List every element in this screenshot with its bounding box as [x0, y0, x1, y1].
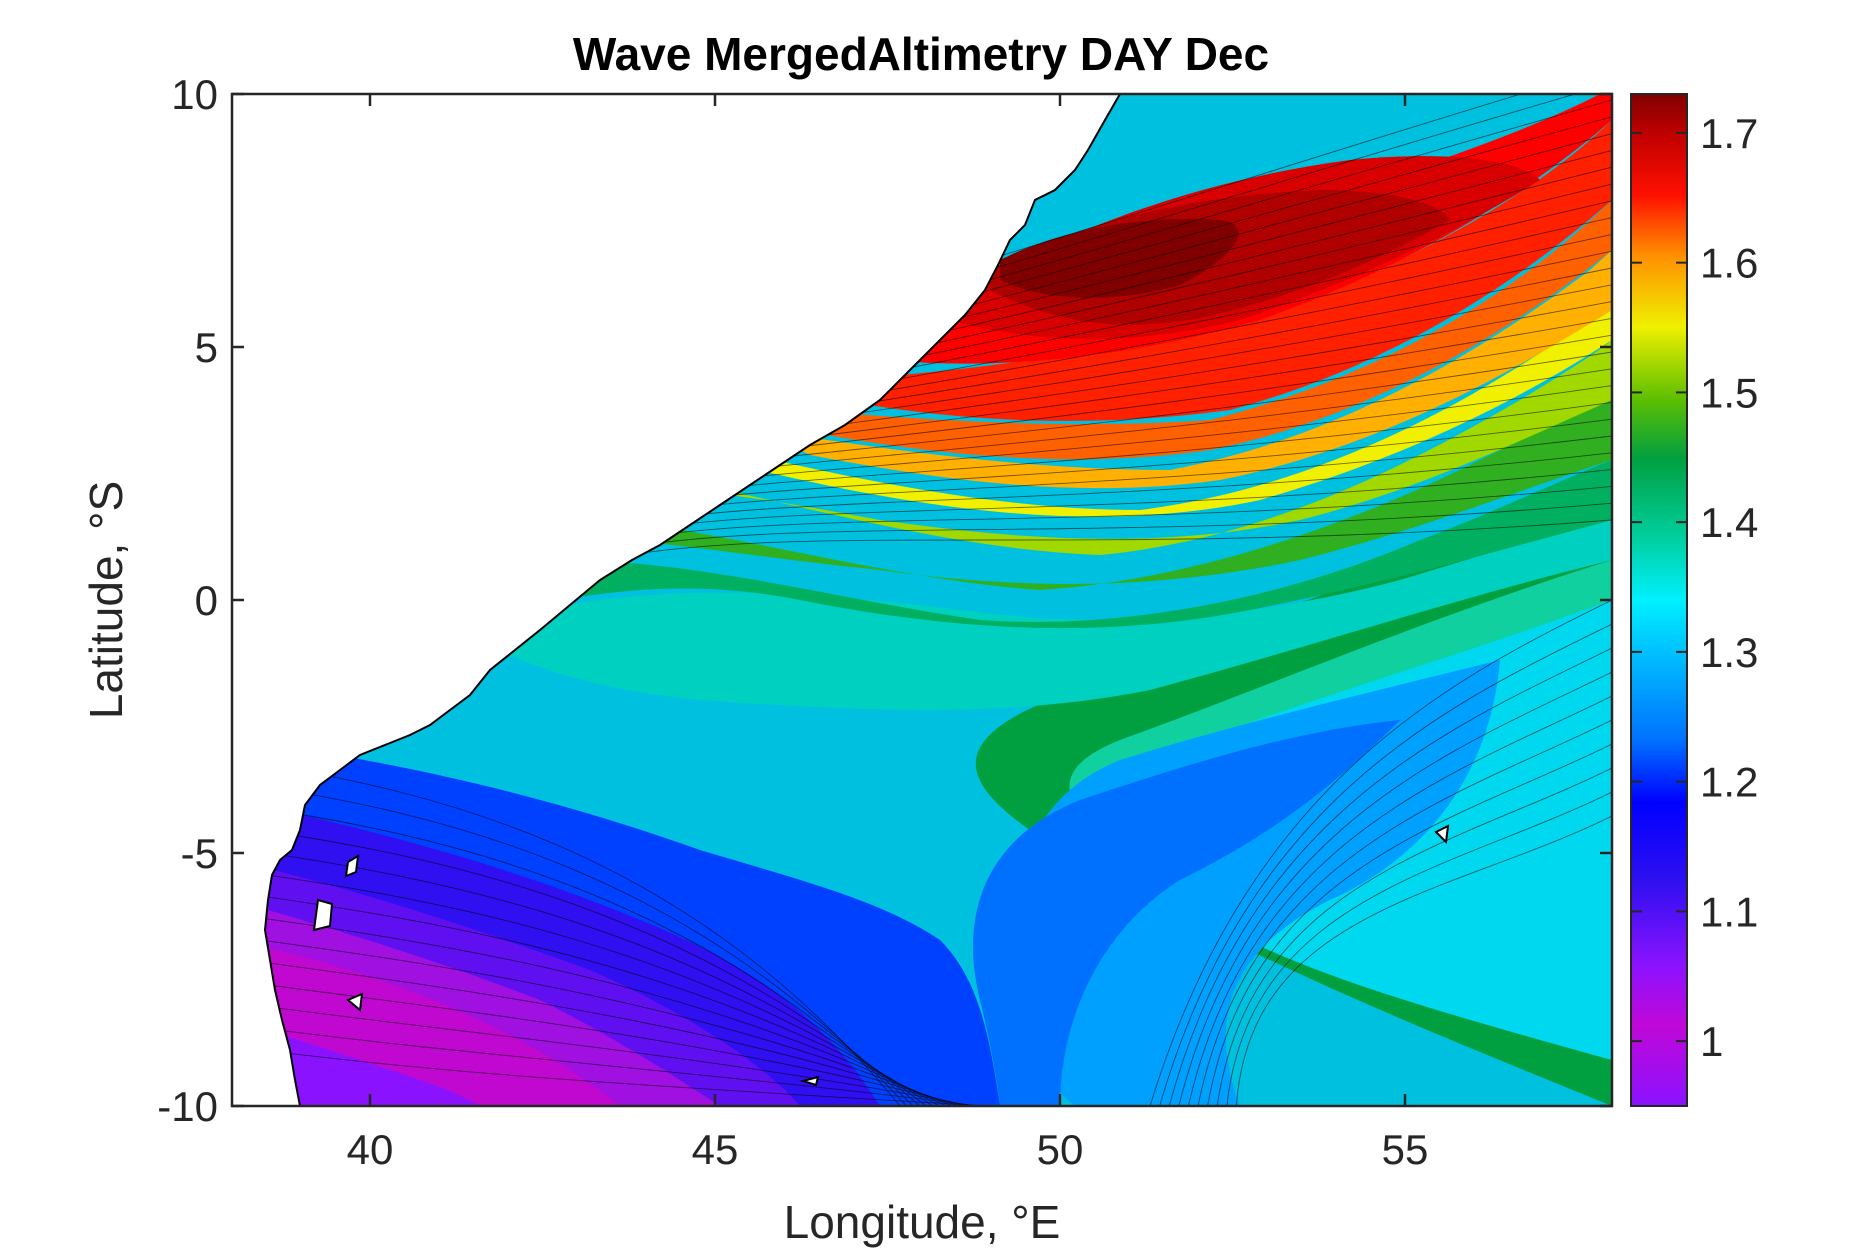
colorbar-tick-label: 1.2 — [1700, 759, 1758, 806]
x-tick-label: 45 — [692, 1126, 739, 1173]
contour-line — [1178, 671, 1612, 1106]
contour-band — [760, 250, 1612, 489]
x-axis: 40 45 50 55 — [347, 94, 1429, 1173]
y-tick-label: 5 — [195, 324, 218, 371]
contour-line — [1197, 719, 1612, 1106]
contour-band — [800, 200, 1612, 460]
contour-band — [620, 400, 1612, 590]
contour-line — [608, 469, 1612, 536]
y-tick-label: -10 — [157, 1083, 218, 1130]
contour-line — [1149, 599, 1612, 1106]
contour-band — [560, 460, 1612, 629]
contour-line — [232, 781, 907, 1106]
colorbar-tick-label: 1.6 — [1700, 240, 1758, 287]
contour-line — [605, 485, 1612, 544]
contour-band — [840, 120, 1612, 421]
y-axis: 10 5 0 -5 -10 — [157, 71, 1612, 1130]
y-tick-label: 0 — [195, 577, 218, 624]
contour-line — [1235, 815, 1612, 1106]
contour-line — [1216, 767, 1612, 1106]
y-tick-label: -5 — [181, 830, 218, 877]
contour-band — [1000, 219, 1239, 298]
colorbar-gradient — [1630, 93, 1688, 1107]
contour-line — [602, 502, 1612, 553]
contour-line — [232, 935, 953, 1106]
contour-fill-layer — [232, 94, 1612, 1106]
land-mask — [232, 94, 1122, 1106]
contour-band — [973, 720, 1400, 1106]
y-tick-label: 10 — [171, 71, 218, 118]
contour-line — [232, 1023, 980, 1106]
contour-line — [1168, 647, 1612, 1106]
contour-line — [1187, 695, 1612, 1106]
contour-line — [232, 803, 914, 1106]
contour-line — [1159, 623, 1612, 1106]
colorbar: 1.7 1.6 1.5 1.4 1.3 1.2 1.1 1 — [1630, 93, 1758, 1107]
colorbar-tick-label: 1.1 — [1700, 888, 1758, 935]
chart-title: Wave MergedAltimetry DAY Dec — [573, 28, 1269, 80]
contour-line — [232, 869, 934, 1106]
y-axis-label: Latitude, °S — [80, 481, 132, 719]
colorbar-tick-label: 1.5 — [1700, 369, 1758, 416]
contour-line — [1226, 791, 1612, 1106]
contour-line — [599, 519, 1612, 561]
colorbar-tick-label: 1.3 — [1700, 629, 1758, 676]
plot-area — [232, 94, 1612, 1106]
contour-band — [500, 520, 1612, 710]
colorbar-ticks: 1.7 1.6 1.5 1.4 1.3 1.2 1.1 1 — [1631, 110, 1758, 1065]
contour-line — [1207, 743, 1612, 1106]
x-tick-label: 50 — [1037, 1126, 1084, 1173]
contour-lines — [232, 94, 1612, 1106]
colorbar-tick-label: 1.7 — [1700, 110, 1758, 157]
x-tick-label: 40 — [347, 1126, 394, 1173]
x-axis-label: Longitude, °E — [784, 1196, 1061, 1248]
contour-band — [1013, 660, 1500, 1106]
contour-line — [232, 957, 960, 1106]
contour-line — [232, 1045, 986, 1106]
contour-line — [232, 1001, 973, 1106]
x-tick-label: 55 — [1382, 1126, 1429, 1173]
contour-line — [232, 979, 967, 1106]
contour-line — [232, 825, 921, 1106]
contour-line — [232, 847, 927, 1106]
island-patches — [312, 824, 1450, 1087]
colorbar-tick-label: 1.4 — [1700, 499, 1758, 546]
colorbar-tick-label: 1 — [1700, 1018, 1723, 1065]
